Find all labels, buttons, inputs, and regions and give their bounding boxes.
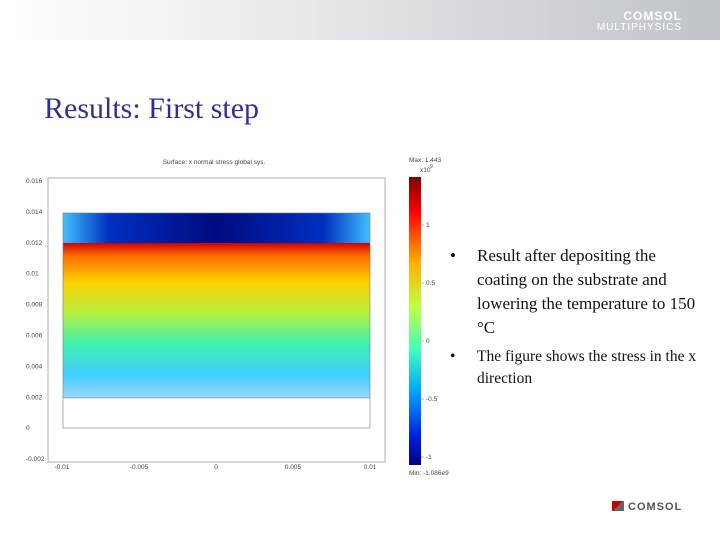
- colorbar-tick-label: 0.5: [426, 280, 435, 287]
- colorbar-min: Min: -1.086e9: [409, 470, 449, 477]
- footer-logo: COMSOL: [612, 501, 682, 513]
- colorbar-tick-label: 0: [426, 338, 430, 345]
- x-tick-label: -0.005: [130, 464, 149, 471]
- colorbar-scale: x10: [420, 167, 431, 174]
- y-tick-label: 0.006: [26, 333, 43, 340]
- bullet-list: Result after depositing the coating on t…: [450, 244, 705, 396]
- y-tick-label: 0.016: [26, 178, 43, 185]
- logo-text: COMSOL: [628, 501, 683, 513]
- x-tick-label: -0.01: [55, 464, 70, 471]
- y-tick-label: 0.012: [26, 240, 43, 247]
- domain-outline: [62, 212, 371, 429]
- logo-bottom: MULTIPHYSICS: [596, 22, 682, 33]
- colorbar-exponent: 9: [430, 164, 433, 170]
- colorbar-tick-label: -1: [426, 454, 432, 461]
- x-tick-label: 0.005: [285, 464, 302, 471]
- logo-top: COMSOL: [623, 9, 682, 23]
- y-tick-label: 0: [26, 425, 30, 432]
- figure: Surface: x normal stress global sys. Max…: [26, 157, 449, 477]
- y-tick-label: 0.004: [26, 363, 43, 370]
- figure-title: Surface: x normal stress global sys.: [163, 159, 266, 166]
- colorbar: [409, 177, 421, 465]
- field-coating: [63, 213, 370, 243]
- slide-title: Results: First step: [44, 92, 260, 125]
- x-tick-label: 0: [214, 464, 218, 471]
- bullet: The figure shows the stress in the x dir…: [450, 346, 705, 390]
- colorbar-max: Max: 1.443: [409, 157, 442, 164]
- x-tick-label: 0.01: [364, 464, 377, 471]
- y-tick-label: 0.01: [26, 271, 39, 278]
- colorbar-tick-label: -0.5: [426, 396, 438, 403]
- header-bar: COMSOL MULTIPHYSICS: [0, 0, 720, 40]
- field-lower: [63, 243, 370, 398]
- y-tick-label: 0.002: [26, 394, 43, 401]
- y-tick-label: 0.014: [26, 209, 43, 216]
- y-tick-label: 0.008: [26, 302, 43, 309]
- bullet: Result after depositing the coating on t…: [450, 244, 705, 340]
- y-tick-label: -0.002: [26, 456, 45, 463]
- colorbar-tick-label: 1: [426, 222, 430, 229]
- logo-icon: [612, 501, 624, 511]
